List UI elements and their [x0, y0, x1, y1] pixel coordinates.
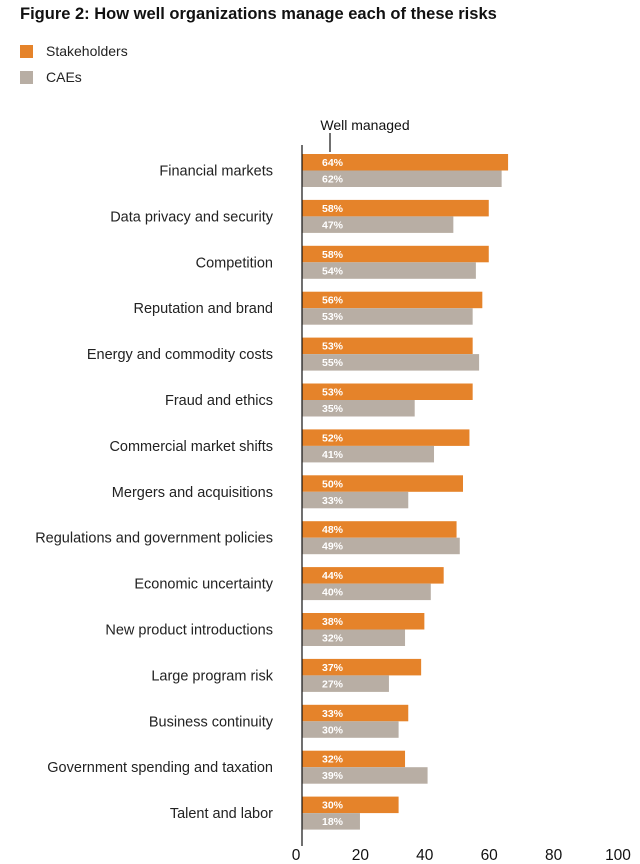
- bar: [302, 199, 489, 217]
- bar: [302, 216, 454, 233]
- bar: [302, 613, 425, 630]
- data-label: 64%: [322, 157, 344, 169]
- bar: [302, 521, 457, 538]
- data-label: 58%: [322, 249, 344, 261]
- data-label: 32%: [322, 754, 344, 766]
- x-tick-label: 40: [416, 847, 434, 864]
- bar: [302, 400, 415, 417]
- annotation-label: Well managed: [320, 117, 409, 133]
- bar: [302, 337, 473, 355]
- bar: [302, 537, 460, 555]
- data-label: 40%: [322, 587, 344, 599]
- data-label: 62%: [322, 174, 344, 186]
- data-label: 27%: [322, 678, 344, 690]
- bar: [302, 796, 399, 814]
- category-label: Energy and commodity costs: [87, 347, 273, 363]
- x-tick-label: 60: [481, 847, 499, 864]
- data-label: 35%: [322, 403, 344, 415]
- bar: [302, 262, 476, 279]
- data-label: 30%: [322, 800, 344, 812]
- bar: [302, 813, 360, 830]
- data-label: 55%: [322, 357, 344, 369]
- chart-title: Figure 2: How well organizations manage …: [20, 5, 497, 23]
- bar: [302, 170, 502, 187]
- data-label: 52%: [322, 432, 344, 444]
- bar: [302, 658, 422, 676]
- category-label: Business continuity: [149, 714, 274, 730]
- bar: [302, 383, 473, 400]
- bar: [302, 750, 406, 768]
- data-label: 53%: [322, 341, 344, 353]
- category-label: Government spending and taxation: [47, 760, 273, 776]
- data-label: 54%: [322, 265, 344, 277]
- legend-item-stakeholders: Stakeholders: [20, 43, 128, 59]
- category-label: Economic uncertainty: [134, 577, 273, 593]
- data-label: 33%: [322, 495, 344, 507]
- category-label: Fraud and ethics: [165, 393, 273, 409]
- legend-label: CAEs: [46, 69, 82, 85]
- bar: [302, 475, 463, 492]
- data-label: 37%: [322, 662, 344, 674]
- data-label: 39%: [322, 770, 344, 782]
- category-label: Mergers and acquisitions: [112, 485, 273, 501]
- legend-swatch-caes: [20, 70, 33, 84]
- data-label: 53%: [322, 311, 344, 323]
- bar: [302, 245, 489, 263]
- data-label: 50%: [322, 478, 344, 490]
- category-label: Reputation and brand: [134, 301, 273, 317]
- category-label: Data privacy and security: [110, 209, 274, 225]
- bar: [302, 354, 480, 371]
- bar: [302, 704, 409, 722]
- x-tick-label: 100: [605, 847, 631, 864]
- bar: [302, 429, 470, 446]
- data-label: 56%: [322, 295, 344, 307]
- category-label: Regulations and government policies: [35, 531, 273, 547]
- legend-label: Stakeholders: [46, 43, 128, 59]
- bar: [302, 308, 473, 325]
- legend-item-caes: CAEs: [20, 69, 82, 85]
- category-label: Financial markets: [159, 164, 273, 180]
- x-tick-label: 80: [545, 847, 563, 864]
- data-label: 30%: [322, 724, 344, 736]
- bar: [302, 767, 428, 784]
- data-label: 44%: [322, 570, 344, 582]
- category-label: New product introductions: [105, 623, 273, 639]
- bar: [302, 491, 409, 509]
- data-label: 33%: [322, 708, 344, 720]
- category-label: Large program risk: [151, 668, 273, 684]
- bar: [302, 675, 389, 692]
- x-tick-label: 20: [352, 847, 370, 864]
- x-tick-label: 0: [292, 847, 301, 864]
- bar: [302, 721, 399, 738]
- data-label: 49%: [322, 541, 344, 553]
- bar: [302, 629, 406, 646]
- bar: [302, 154, 509, 171]
- legend-swatch-stakeholders: [20, 44, 33, 58]
- data-label: 41%: [322, 449, 344, 461]
- bar: [302, 445, 435, 463]
- data-label: 32%: [322, 633, 344, 645]
- data-label: 53%: [322, 387, 344, 399]
- category-label: Talent and labor: [170, 806, 273, 822]
- data-label: 38%: [322, 616, 344, 628]
- category-label: Competition: [196, 255, 273, 271]
- data-label: 18%: [322, 816, 344, 828]
- bar: [302, 583, 431, 601]
- bar: [302, 291, 483, 309]
- category-label: Commercial market shifts: [109, 439, 273, 455]
- bar: [302, 567, 444, 584]
- data-label: 58%: [322, 203, 344, 215]
- data-label: 48%: [322, 524, 344, 536]
- data-label: 47%: [322, 219, 344, 231]
